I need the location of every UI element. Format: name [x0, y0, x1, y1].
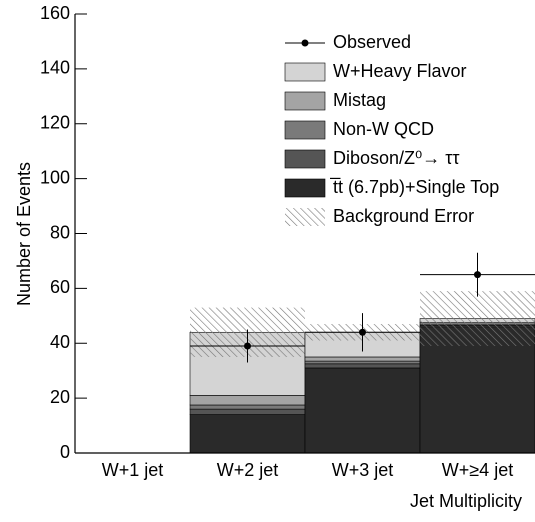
bar-segment [304, 363, 421, 369]
x-tick-label: W+2 jet [217, 460, 279, 480]
bar-segment [189, 414, 306, 454]
legend-label: Mistag [333, 90, 386, 110]
y-tick-label: 120 [40, 113, 70, 133]
y-axis-label: Number of Events [14, 162, 34, 306]
bar-segment [304, 360, 421, 365]
bar-segment [304, 367, 421, 454]
y-tick-label: 60 [50, 277, 70, 297]
legend-label: Non-W QCD [333, 119, 434, 139]
bar-segment [189, 404, 306, 410]
x-axis-label: Jet Multiplicity [410, 491, 522, 511]
legend-swatch [284, 62, 326, 82]
legend-swatch [284, 178, 326, 198]
error-band [420, 291, 535, 346]
observed-point [244, 342, 251, 350]
legend-label: Observed [333, 32, 411, 52]
bar-segment [189, 395, 306, 406]
y-tick-label: 160 [40, 3, 70, 23]
observed-point [474, 271, 481, 279]
bar-segment [304, 356, 421, 362]
y-tick-label: 0 [60, 442, 70, 462]
legend-swatch [284, 149, 326, 169]
x-tick-label: W+≥4 jet [442, 460, 513, 480]
legend-label: W+Heavy Flavor [333, 61, 467, 81]
legend-label: t̅t (6.7pb)+Single Top [329, 177, 499, 197]
legend-marker [301, 39, 309, 47]
y-tick-label: 80 [50, 222, 70, 242]
legend-swatch [285, 208, 325, 226]
observed-point [359, 328, 366, 336]
legend-swatch [284, 120, 326, 140]
bar-segment [189, 408, 306, 415]
y-tick-label: 20 [50, 387, 70, 407]
legend-label: Diboson/Z⁰→ ττ [333, 148, 459, 168]
y-tick-label: 100 [40, 167, 70, 187]
x-tick-label: W+3 jet [332, 460, 394, 480]
legend-label: Background Error [333, 206, 474, 226]
y-tick-label: 40 [50, 332, 70, 352]
y-tick-label: 140 [40, 58, 70, 78]
x-tick-label: W+1 jet [102, 460, 164, 480]
legend-swatch [284, 91, 326, 111]
